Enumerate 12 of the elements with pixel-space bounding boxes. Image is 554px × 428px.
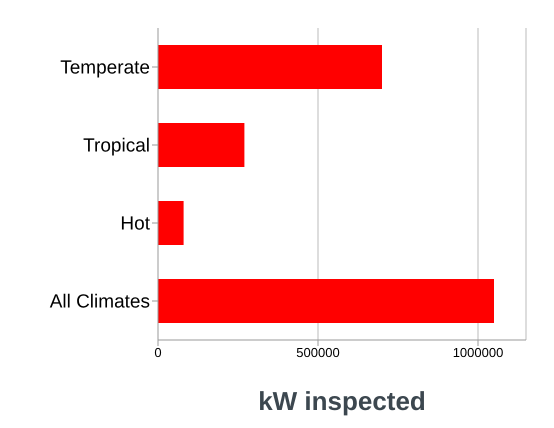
y-tick-label: Tropical	[83, 136, 150, 157]
bar	[158, 279, 494, 323]
y-tick-label: Temperate	[60, 58, 150, 79]
x-tick-label: 1000000	[452, 345, 504, 360]
y-tick-label: Hot	[120, 214, 151, 235]
bar	[158, 201, 184, 245]
bar	[158, 123, 244, 167]
y-tick-label: All Climates	[50, 292, 150, 313]
x-tick-label: 500000	[296, 345, 340, 360]
bar	[158, 45, 382, 89]
x-tick-label: 0	[154, 345, 162, 360]
x-axis-title: kW inspected	[258, 386, 426, 416]
